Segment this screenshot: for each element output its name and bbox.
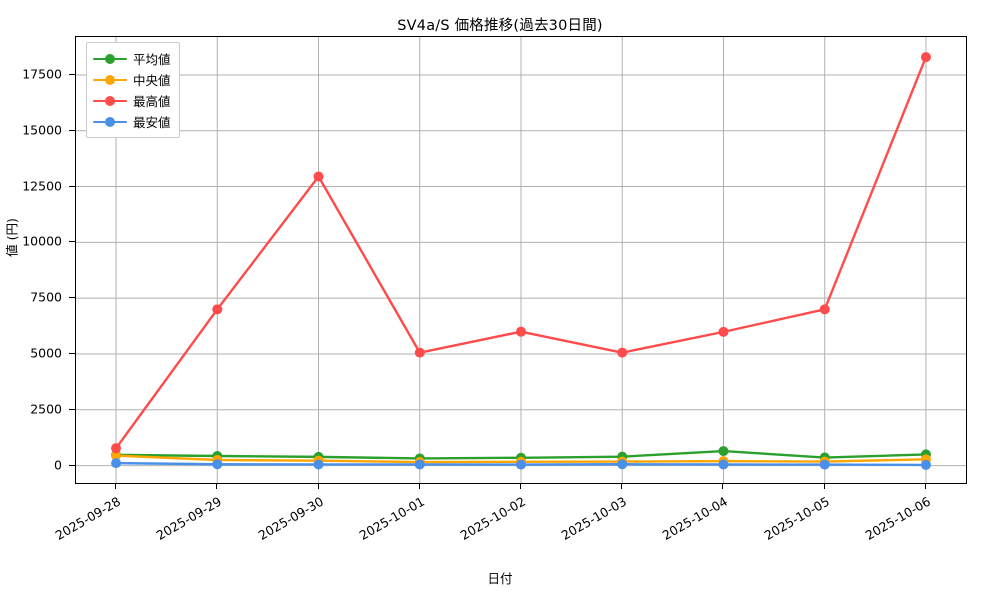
x-axis-tick-mark [418,483,420,489]
data-point-marker [617,459,628,470]
y-axis-tick-label: 2500 [30,401,62,417]
x-axis-tick-label: 2025-09-30 [255,493,326,543]
y-axis-tick-labels: 0 2500 5000 7500 10000 12500 15000 17500 [0,36,62,482]
y-axis-tick-label: 5000 [30,345,62,361]
y-axis-tick-label: 7500 [30,289,62,305]
legend-item-label: 中央値 [133,73,171,88]
y-axis-tick-mark [69,241,75,243]
y-axis-tick-label: 15000 [22,122,62,138]
data-point-marker [414,459,425,470]
x-axis-tick-mark [216,483,218,489]
x-axis-tick-label: 2025-09-29 [153,493,225,543]
x-axis-tick-label: 2025-10-05 [761,493,832,543]
legend-item[interactable]: 最高値 [93,90,171,111]
legend-item-label: 最高値 [133,94,171,109]
x-axis-tick-mark [317,483,319,489]
data-series-layer [111,52,931,470]
x-axis-tick-mark [621,483,623,489]
data-point-marker [718,459,729,470]
x-axis-tick-label: 2025-10-02 [457,493,529,543]
legend-item[interactable]: 平均値 [93,48,171,69]
x-axis-tick-mark [924,483,926,489]
y-axis-tick-mark [69,297,75,299]
y-axis-tick-mark [69,408,75,410]
data-point-marker [111,443,122,454]
y-axis-tick-label: 12500 [22,178,62,194]
data-point-marker [819,304,830,315]
legend-item[interactable]: 中央値 [93,69,171,90]
series-line [114,55,928,450]
legend-marker-icon [93,115,127,129]
y-axis-tick-mark [69,352,75,354]
grid-lines [76,37,966,483]
y-axis-tick-mark [69,464,75,466]
x-axis-tick-label: 2025-09-28 [52,493,124,543]
data-point-marker [212,304,223,315]
y-axis-tick-mark [69,73,75,75]
legend-marker-icon [93,73,127,87]
x-axis-tick-mark [520,483,521,489]
data-point-marker [920,459,931,470]
legend-item-label: 最安値 [133,115,171,130]
legend-item-label: 平均値 [133,52,171,67]
data-point-marker [212,459,223,470]
x-axis-tick-mark [823,483,825,489]
x-axis-tick-label: 2025-10-03 [558,493,630,543]
x-axis-tick-mark [115,483,117,489]
y-axis-tick-label: 10000 [22,233,62,249]
data-point-marker [313,459,324,470]
y-axis-tick-mark [69,185,75,187]
data-point-marker [920,52,931,63]
data-point-marker [617,347,628,358]
x-axis-title: 日付 [487,571,513,586]
data-point-marker [111,458,122,469]
legend-marker-icon [93,94,127,108]
chart-legend: 平均値中央値最高値最安値 [86,42,180,138]
data-point-marker [111,450,122,461]
y-axis-tick-label: 0 [54,457,62,473]
plot-area [75,36,967,484]
y-axis-tick-label: 17500 [22,66,62,82]
data-point-marker [516,459,526,470]
data-point-marker [819,459,830,470]
y-axis-tick-mark [69,129,75,131]
legend-marker-icon [93,52,127,66]
x-axis-tick-label: 2025-10-06 [862,493,934,543]
legend-item[interactable]: 最安値 [93,111,171,132]
data-point-marker [516,326,526,337]
data-point-marker [718,446,729,457]
data-point-marker [414,347,425,358]
x-axis-tick-mark [722,483,724,489]
x-axis-tick-label: 2025-10-01 [356,493,427,543]
data-point-marker [313,171,324,182]
x-axis-tick-label: 2025-10-04 [660,493,731,543]
data-point-marker [718,326,729,337]
chart-title: SV4a/S 価格推移(過去30日間) [397,18,603,34]
